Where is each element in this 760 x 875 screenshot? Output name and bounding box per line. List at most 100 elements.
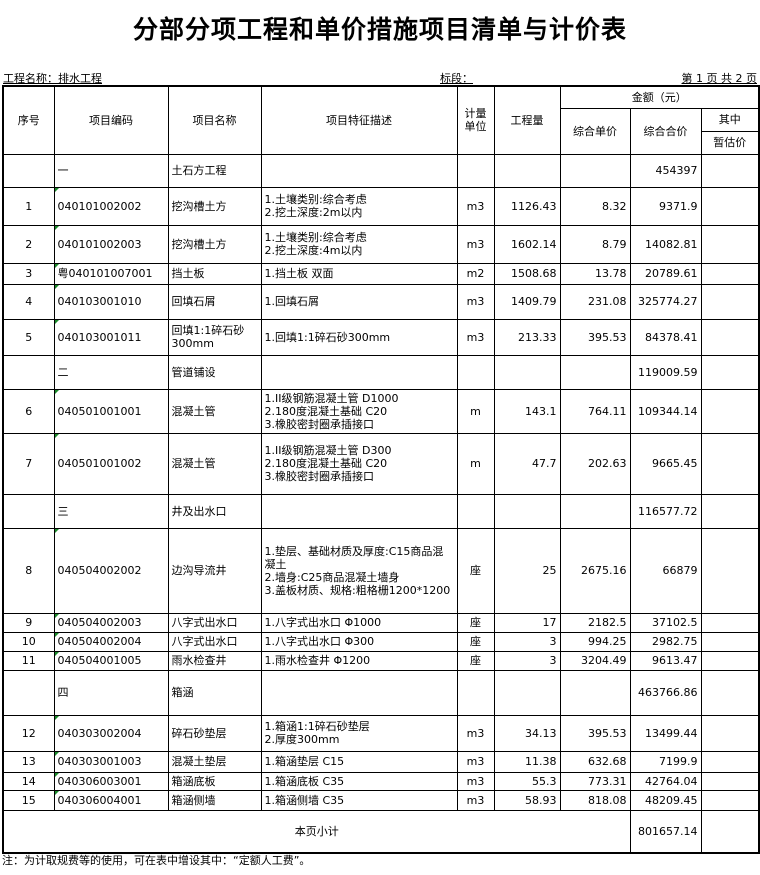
table-row: 8 040504002002 边沟导流井 1.垫层、基础材质及厚度:C15商品混凝土 … [2, 527, 760, 614]
cell-price: 818.08 [559, 789, 631, 811]
cell-no: 9 [2, 612, 55, 633]
cell-desc: 1.回填石屑 [260, 283, 458, 320]
cell-desc [260, 493, 458, 529]
table-row: 15 040306004001 箱涵侧墙 1.箱涵侧墙 C35 m3 58.93 818.0… [2, 789, 760, 811]
cell-total: 14082.81 [629, 224, 702, 264]
cell-code: 二 [53, 354, 169, 390]
cell-name: 混凝土垫层 [167, 750, 262, 773]
cell-desc: 1.回填1:1碎石砂300mm [260, 318, 458, 356]
cell-total: 2982.75 [629, 631, 702, 652]
cell-provisional [700, 432, 760, 495]
cell-desc: 1.八字式出水口 Φ1000 [260, 612, 458, 633]
table-row: 12 040303002004 碎石砂垫层 1.箱涵1:1碎石砂垫层 2.厚度300m… [2, 714, 760, 752]
cell-provisional [700, 631, 760, 652]
cell-unit: m3 [456, 224, 495, 264]
cell-total: 37102.5 [629, 612, 702, 633]
cell-provisional [700, 283, 760, 320]
table-row: 7 040501001002 混凝土管 1.II级钢筋混凝土管 D300 2.180度… [2, 432, 760, 495]
cell-qty: 25 [493, 527, 561, 614]
cell-no: 5 [2, 318, 55, 356]
cell-no: 10 [2, 631, 55, 652]
cell-name: 八字式出水口 [167, 612, 262, 633]
cell-price: 8.79 [559, 224, 631, 264]
cell-no [2, 354, 55, 390]
cell-code: 040501001001 [53, 388, 169, 434]
cell-price: 202.63 [559, 432, 631, 495]
cell-provisional [700, 262, 760, 285]
cell-qty: 34.13 [493, 714, 561, 752]
cell-price: 2675.16 [559, 527, 631, 614]
cell-total: 119009.59 [629, 354, 702, 390]
cell-provisional [700, 771, 760, 791]
cell-total: 48209.45 [629, 789, 702, 811]
cell-total: 66879 [629, 527, 702, 614]
cell-price: 773.31 [559, 771, 631, 791]
cell-price: 13.78 [559, 262, 631, 285]
header-total: 综合合价 [629, 107, 702, 155]
cell-desc: 1.箱涵垫层 C15 [260, 750, 458, 773]
table-row: 6 040501001001 混凝土管 1.II级钢筋混凝土管 D1000 2.180… [2, 388, 760, 434]
cell-total: 9613.47 [629, 650, 702, 671]
cell-no: 1 [2, 186, 55, 226]
cell-unit: 座 [456, 631, 495, 652]
cell-unit: m3 [456, 283, 495, 320]
header-unit-price: 综合单价 [559, 107, 631, 155]
cell-price: 632.68 [559, 750, 631, 773]
cell-total: 84378.41 [629, 318, 702, 356]
cell-total: 109344.14 [629, 388, 702, 434]
cell-qty: 3 [493, 631, 561, 652]
cell-total: 7199.9 [629, 750, 702, 773]
cell-unit: m3 [456, 789, 495, 811]
cell-total: 325774.27 [629, 283, 702, 320]
cell-name: 箱涵 [167, 669, 262, 716]
cell-unit: m3 [456, 771, 495, 791]
cell-unit [456, 669, 495, 716]
cell-code: 040504002003 [53, 612, 169, 633]
cell-code: 四 [53, 669, 169, 716]
table-row: 1 040101002002 挖沟槽土方 1.土壤类别:综合考虑 2.挖土深度:2m以… [2, 186, 760, 226]
cell-no: 13 [2, 750, 55, 773]
group-row: 二管道铺设 119009.59 [2, 354, 760, 390]
cell-name: 挖沟槽土方 [167, 186, 262, 226]
table-row: 14 040306003001 箱涵底板 1.箱涵底板 C35 m3 55.3 773.31… [2, 771, 760, 791]
cell-qty: 55.3 [493, 771, 561, 791]
cell-desc [260, 354, 458, 390]
cell-desc [260, 153, 458, 188]
cell-price: 8.32 [559, 186, 631, 226]
table-row: 5 040103001011 回填1:1碎石砂300mm 1.回填1:1碎石砂300m… [2, 318, 760, 356]
cell-code: 040306003001 [53, 771, 169, 791]
cell-provisional [700, 318, 760, 356]
cell-name: 挡土板 [167, 262, 262, 285]
cell-qty: 1409.79 [493, 283, 561, 320]
cell-name: 箱涵侧墙 [167, 789, 262, 811]
table-row: 11 040504001005 雨水检查井 1.雨水检查井 Φ1200 座 3 3204.4… [2, 650, 760, 671]
group-row: 三井及出水口 116577.72 [2, 493, 760, 529]
header-unit: 计量单位 [456, 85, 495, 155]
cell-name: 回填1:1碎石砂300mm [167, 318, 262, 356]
cell-code: 040501001002 [53, 432, 169, 495]
cell-provisional [700, 750, 760, 773]
cell-qty: 3 [493, 650, 561, 671]
cell-qty: 1126.43 [493, 186, 561, 226]
cell-total: 20789.61 [629, 262, 702, 285]
cell-price: 994.25 [559, 631, 631, 652]
cell-no: 4 [2, 283, 55, 320]
cell-desc: 1.八字式出水口 Φ300 [260, 631, 458, 652]
cell-code: 一 [53, 153, 169, 188]
cell-total: 9371.9 [629, 186, 702, 226]
cell-name: 八字式出水口 [167, 631, 262, 652]
cell-name: 回填石屑 [167, 283, 262, 320]
cell-name: 边沟导流井 [167, 527, 262, 614]
cell-desc: 1.土壤类别:综合考虑 2.挖土深度:4m以内 [260, 224, 458, 264]
cell-name: 雨水检查井 [167, 650, 262, 671]
cell-price: 764.11 [559, 388, 631, 434]
cell-code: 040303001003 [53, 750, 169, 773]
cell-no: 3 [2, 262, 55, 285]
cell-desc: 1.II级钢筋混凝土管 D300 2.180度混凝土基础 C20 3.橡胶密封圈… [260, 432, 458, 495]
cell-unit: m3 [456, 186, 495, 226]
cell-code: 粤040101007001 [53, 262, 169, 285]
cell-code: 040306004001 [53, 789, 169, 811]
cell-unit: m [456, 432, 495, 495]
header-code: 项目编码 [53, 85, 169, 155]
cell-no [2, 669, 55, 716]
